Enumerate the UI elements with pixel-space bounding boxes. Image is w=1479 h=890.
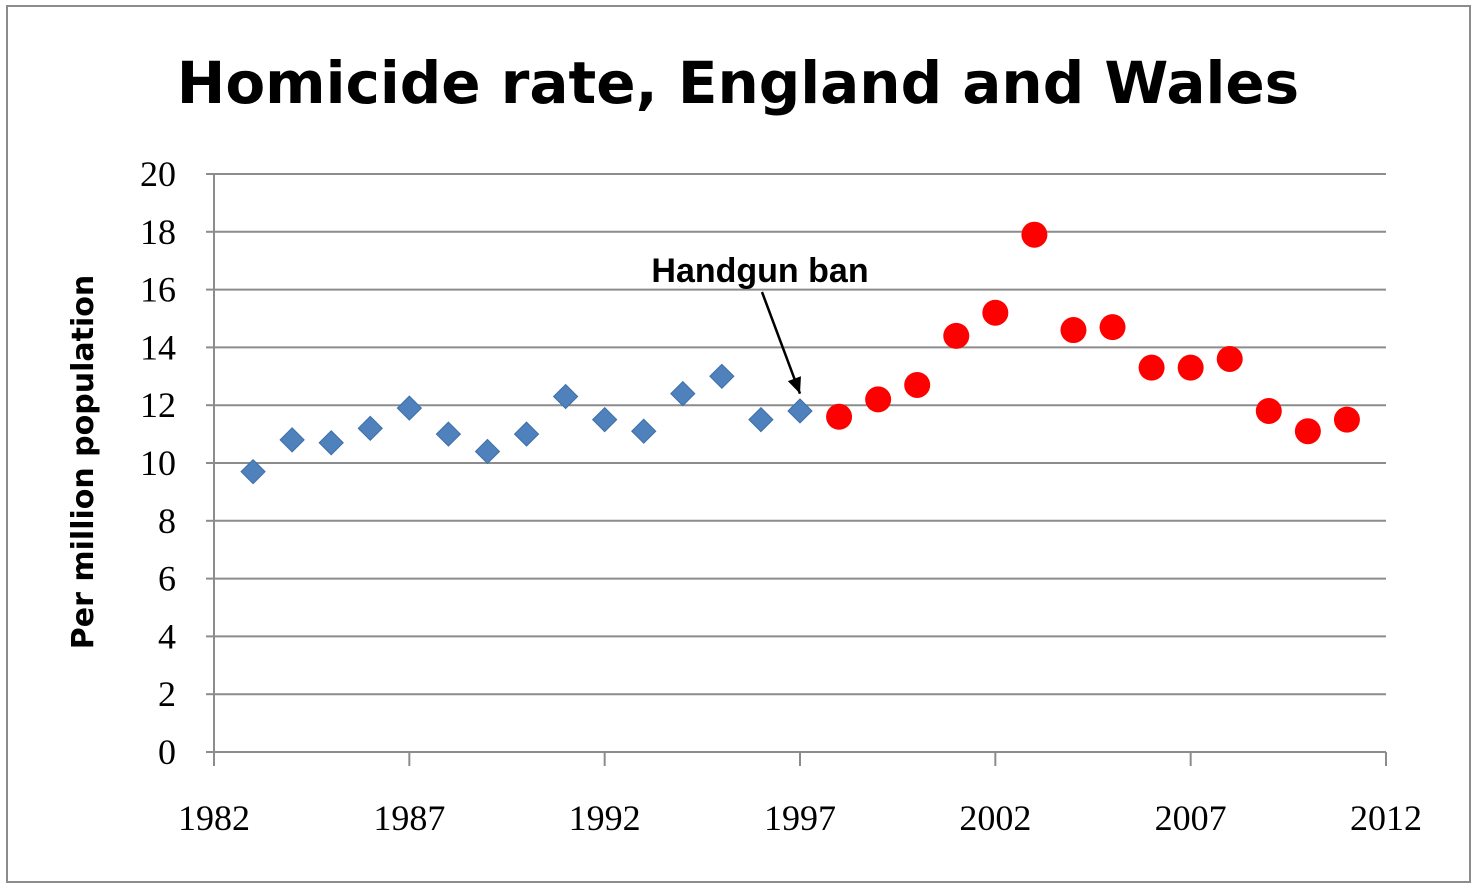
x-tick-label: 1992 — [569, 798, 641, 838]
y-tick-label: 10 — [140, 443, 176, 483]
data-point-diamond-1987 — [396, 395, 423, 421]
data-point-circle-2011 — [1333, 406, 1360, 433]
data-point-diamond-1985 — [318, 430, 344, 456]
y-tick-label: 0 — [158, 732, 176, 772]
chart-title: Homicide rate, England and Wales — [177, 49, 1299, 117]
data-point-circle-2002 — [982, 299, 1009, 326]
data-point-diamond-1986 — [357, 415, 383, 442]
y-tick-label: 8 — [158, 501, 176, 541]
data-point-circle-2000 — [904, 371, 931, 398]
data-point-diamond-1993 — [631, 418, 657, 444]
y-tick-label: 14 — [140, 327, 176, 367]
data-point-circle-1998 — [826, 403, 853, 430]
annotation-arrow-line — [760, 291, 802, 395]
chart-frame — [6, 5, 1471, 883]
data-point-circle-2001 — [943, 322, 970, 349]
y-tick-label: 16 — [140, 270, 176, 310]
data-point-diamond-1990 — [513, 421, 540, 447]
x-tick-label: 1997 — [764, 798, 836, 838]
data-point-circle-2005 — [1099, 314, 1126, 341]
data-point-diamond-1996 — [748, 406, 774, 433]
y-tick-label: 12 — [140, 385, 176, 425]
y-tick-label: 20 — [140, 154, 176, 194]
annotation-arrow-head — [787, 376, 801, 394]
annotations: Handgun ban — [651, 252, 869, 395]
data-point-circle-2003 — [1021, 221, 1048, 248]
y-axis-label: Per million population — [66, 275, 101, 649]
data-point-circle-2008 — [1216, 345, 1243, 372]
data-points — [240, 221, 1360, 485]
y-tick-label: 18 — [140, 212, 176, 252]
data-point-diamond-1994 — [670, 380, 696, 407]
y-tick-label: 4 — [158, 616, 176, 656]
x-tick-label: 2002 — [959, 798, 1031, 838]
y-tick-labels: 0 2 4 6 8 10 12 14 16 18 20 — [140, 154, 176, 772]
data-point-circle-2010 — [1294, 418, 1321, 445]
x-tick-label: 2012 — [1350, 798, 1422, 838]
data-point-circle-2006 — [1138, 354, 1165, 381]
axes — [206, 173, 1387, 766]
data-point-diamond-1984 — [279, 427, 305, 453]
x-tick-label: 2007 — [1155, 798, 1227, 838]
data-point-diamond-1997 — [787, 398, 813, 424]
data-point-circle-2004 — [1060, 317, 1087, 344]
y-tick-label: 6 — [158, 559, 176, 599]
data-point-circle-1999 — [865, 386, 892, 413]
data-point-diamond-1983 — [240, 458, 266, 485]
x-tick-labels: 1982 1987 1992 1997 2002 2007 2012 — [178, 798, 1422, 838]
data-point-diamond-1988 — [435, 421, 462, 447]
data-point-circle-2007 — [1177, 354, 1204, 381]
gridlines — [214, 173, 1386, 696]
data-point-diamond-1991 — [552, 383, 579, 410]
data-point-circle-2009 — [1255, 397, 1282, 424]
y-tick-label: 2 — [158, 674, 176, 714]
x-tick-label: 1987 — [373, 798, 445, 838]
annotation-label: Handgun ban — [651, 252, 868, 290]
data-point-diamond-1995 — [709, 363, 735, 390]
data-point-diamond-1992 — [591, 406, 618, 433]
data-point-diamond-1989 — [474, 438, 501, 465]
x-tick-label: 1982 — [178, 798, 250, 838]
